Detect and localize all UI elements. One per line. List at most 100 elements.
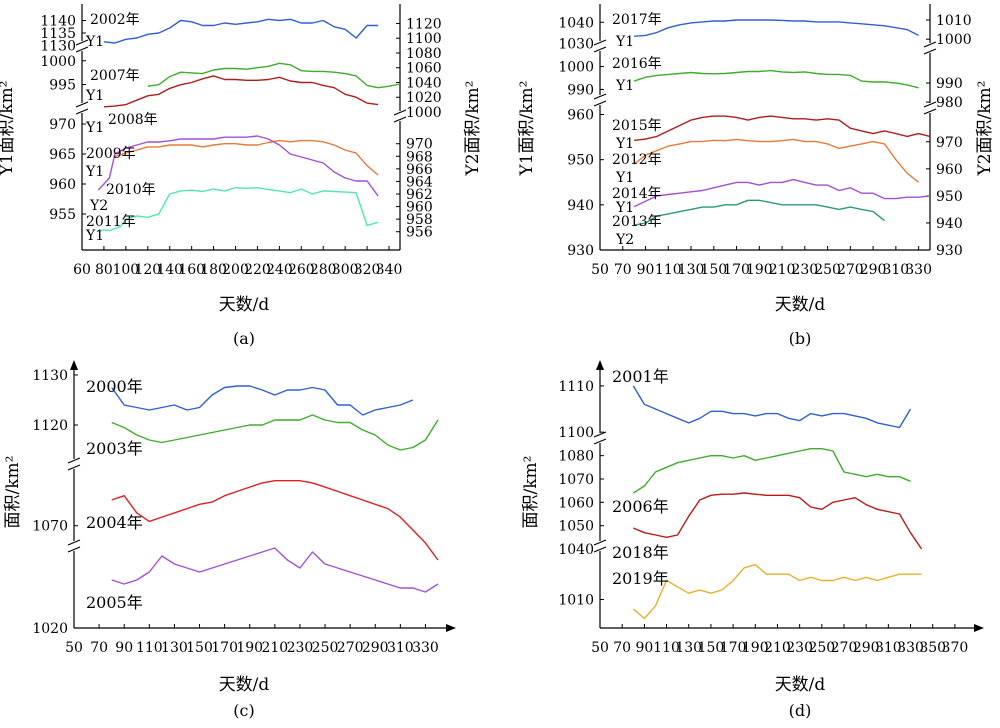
series-label: 2015年 (612, 118, 662, 134)
y-tick-label: 1120 (32, 418, 68, 434)
axis-break-icon (923, 101, 937, 115)
x-tick-label: 280 (310, 262, 337, 278)
series-line-2011年 (98, 187, 379, 233)
axis-break-mask (595, 541, 605, 551)
y2-tick-label: 960 (406, 200, 433, 216)
y-tick-label: 1000 (40, 54, 76, 70)
axis-break-icon (923, 41, 937, 55)
x-axis-title: 天数/d (219, 295, 270, 315)
x-axis-title: 天数/d (775, 295, 826, 315)
chart-panel-1: 60 80 100120140160180200220240260280300320… (0, 4, 483, 348)
series-line-2007年 (147, 62, 401, 89)
x-tick-label: 320 (354, 262, 381, 278)
x-tick-label: 150 (186, 640, 213, 656)
axis-break-icon (75, 39, 89, 53)
axis-break-icon (393, 109, 407, 123)
x-tick-label: 310 (387, 640, 414, 656)
panel-caption: (a) (233, 329, 255, 348)
panel-caption: (c) (233, 701, 254, 720)
x-tick-label: 70 (613, 640, 631, 656)
series-line-2019年 (632, 564, 922, 620)
x-tick-label: 190 (742, 640, 769, 656)
y1-axis-title: Y1面积/km² (0, 80, 17, 176)
chart-panel-2: 50 70 90 1101301501701902102302502702903103… (517, 4, 995, 348)
series-line-2002年 (103, 18, 379, 44)
axis-break-icon (75, 101, 89, 115)
axis-annotation: Y1 (85, 228, 104, 244)
y-tick-label: 1130 (32, 368, 68, 384)
axis-annotation: Y2 (89, 198, 108, 214)
y-tick-label: 1000 (558, 60, 594, 76)
series-label: 2000年 (86, 377, 143, 396)
x-axis-title: 天数/d (775, 675, 826, 695)
series-label: 2002年 (90, 12, 140, 28)
x-tick-label: 310 (882, 262, 909, 278)
axis-annotation: Y2 (615, 232, 634, 248)
chart-panel-4: 50 70 90 1101301501701902102302502702903103… (521, 360, 984, 720)
y2-tick-label: 1000 (936, 32, 972, 48)
y-tick-label: 1020 (32, 621, 68, 637)
x-tick-label: 140 (156, 262, 183, 278)
x-axis-arrow (446, 624, 456, 632)
y2-tick-label: 1060 (406, 61, 442, 77)
axis-break-icon (593, 539, 607, 553)
series-label: 2004年 (86, 513, 143, 532)
y2-tick-label: 964 (406, 174, 433, 190)
y1-axis-title: Y1面积/km² (517, 80, 537, 176)
series-label: 2009年 (86, 146, 136, 162)
series-line-2016年 (633, 69, 919, 89)
y2-tick-label: 1080 (406, 46, 442, 62)
y2-tick-label: 966 (406, 162, 433, 178)
y2-tick-label: 970 (406, 137, 433, 153)
y2-tick-label: 956 (406, 225, 433, 241)
series-label: 2008年 (108, 112, 158, 128)
x-tick-label: 210 (261, 640, 288, 656)
y-tick-label: 1040 (558, 15, 594, 31)
y-tick-label: 960 (567, 108, 594, 124)
x-tick-label: 340 (376, 262, 403, 278)
x-tick-label: 90 (637, 262, 655, 278)
y2-tick-label: 1000 (406, 105, 442, 121)
y2-tick-label: 1040 (406, 75, 442, 91)
series-line-2014年 (633, 178, 931, 208)
panel-caption: (d) (789, 701, 812, 720)
x-tick-label: 250 (808, 640, 835, 656)
x-tick-label: 210 (769, 262, 796, 278)
y2-tick-label: 962 (406, 187, 433, 203)
series-label: 2011年 (86, 214, 136, 230)
x-tick-label: 300 (332, 262, 359, 278)
x-tick-label: 230 (786, 640, 813, 656)
y-tick-label: 1135 (40, 26, 76, 42)
axis-annotation: Y1 (85, 120, 104, 136)
x-tick-label: 150 (700, 262, 727, 278)
y-axis-title: 面积/km² (521, 456, 541, 529)
y-tick-label: 1080 (558, 449, 594, 465)
x-tick-label: 290 (860, 262, 887, 278)
x-tick-label: 270 (837, 262, 864, 278)
x-axis-title: 天数/d (219, 675, 270, 695)
y2-tick-label: 1100 (406, 31, 442, 47)
y2-axis-title: Y2面积/km² (975, 80, 995, 176)
y-axis-arrow (596, 360, 604, 370)
axis-break-mask (595, 41, 605, 51)
x-tick-label: 110 (653, 640, 680, 656)
axis-break-mask (395, 111, 405, 121)
x-tick-label: 270 (337, 640, 364, 656)
x-tick-label: 70 (614, 262, 632, 278)
axis-break-mask (595, 433, 605, 443)
x-tick-label: 110 (136, 640, 163, 656)
y-tick-label: 1100 (558, 425, 594, 441)
x-tick-label: 50 (65, 640, 83, 656)
axis-break-icon (67, 539, 81, 553)
y-tick-label: 950 (567, 153, 594, 169)
series-line-2004年 (111, 480, 439, 561)
y-tick-label: 1040 (558, 542, 594, 558)
y2-tick-label: 990 (936, 76, 963, 92)
series-label: 2019年 (612, 569, 669, 588)
x-tick-label: 200 (222, 262, 249, 278)
series-line-2018年 (633, 492, 923, 550)
series-line-2015年 (634, 115, 931, 142)
chart-panel-3: 50 70 90 1101301501701902102302502702903103… (3, 360, 456, 720)
x-tick-label: 80 (95, 262, 113, 278)
